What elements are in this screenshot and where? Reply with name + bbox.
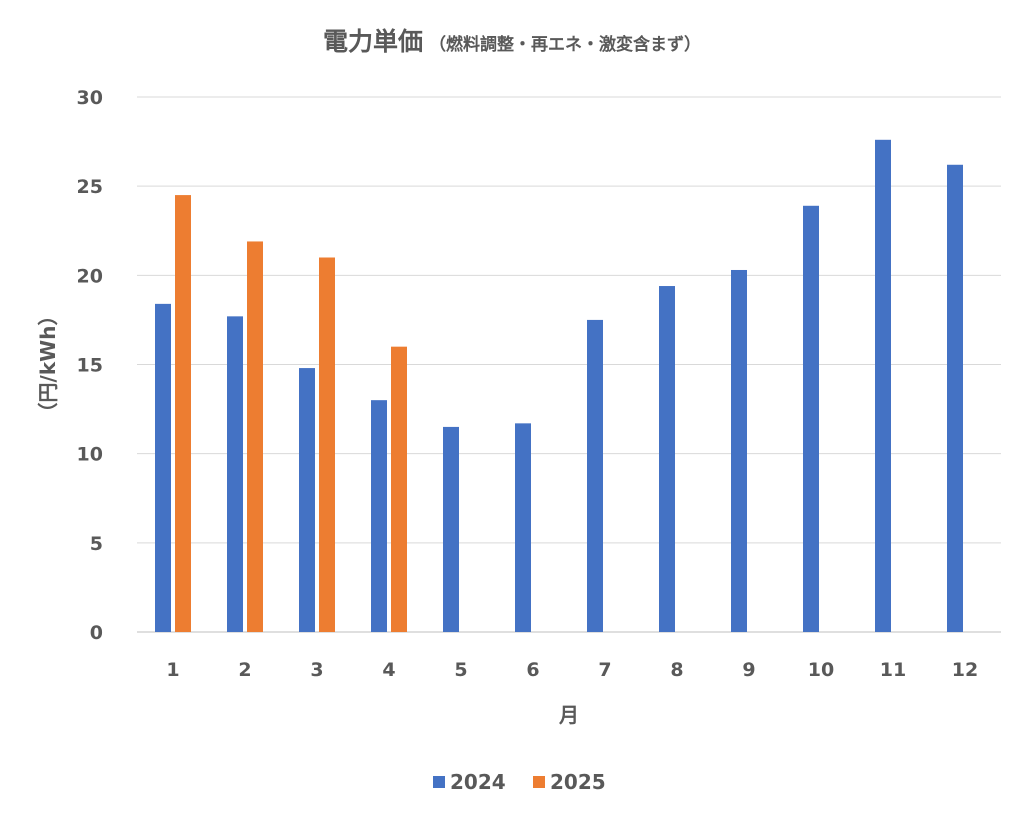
bars	[155, 139, 963, 633]
x-tick-label: 5	[454, 659, 467, 681]
y-tick-label: 15	[77, 355, 103, 377]
x-axis-label: 月	[558, 703, 579, 727]
y-tick-label: 10	[77, 444, 103, 466]
legend-label-2024: 2024	[450, 770, 506, 794]
y-tick-label: 25	[77, 176, 103, 198]
bar-2024-2	[227, 316, 243, 632]
bar-2024-12	[947, 164, 963, 632]
y-tick-label: 5	[90, 533, 103, 555]
y-tick-label: 30	[77, 87, 103, 109]
legend-swatch-2024	[433, 776, 445, 788]
y-axis-ticks: 0 5 10 15 20 25 30	[77, 87, 103, 644]
bar-2025-4	[391, 346, 407, 632]
legend-swatch-2025	[533, 776, 545, 788]
bar-2024-9	[731, 269, 747, 632]
x-tick-label: 6	[526, 659, 539, 681]
gridlines	[137, 96, 1001, 633]
bar-2024-11	[875, 139, 891, 633]
bar-2024-4	[371, 400, 387, 632]
y-axis-label: （円/kWh）	[36, 306, 60, 423]
x-axis-ticks: 1 2 3 4 5 6 7 8 9 10 11 12	[166, 659, 978, 681]
x-tick-label: 11	[880, 659, 906, 681]
bar-2024-3	[299, 368, 315, 632]
x-tick-label: 10	[808, 659, 834, 681]
bar-2024-6	[515, 423, 531, 632]
bar-2024-10	[803, 205, 819, 633]
legend: 2024 2025	[433, 770, 606, 794]
x-tick-label: 1	[166, 659, 179, 681]
bar-2025-2	[247, 241, 263, 632]
legend-label-2025: 2025	[550, 770, 606, 794]
bar-2024-1	[155, 303, 171, 632]
chart-title: 電力単価 （燃料調整・再エネ・激変含まず）	[0, 22, 1024, 58]
x-tick-label: 3	[310, 659, 323, 681]
bar-2025-3	[319, 257, 335, 632]
y-tick-label: 0	[90, 622, 103, 644]
bar-2024-8	[659, 286, 675, 632]
chart-subtitle: （燃料調整・再エネ・激変含まず）	[429, 35, 701, 55]
bar-2024-7	[587, 319, 603, 632]
x-tick-label: 9	[742, 659, 755, 681]
x-tick-label: 8	[670, 659, 683, 681]
x-tick-label: 4	[382, 659, 395, 681]
chart-title-main: 電力単価	[322, 27, 423, 56]
x-tick-label: 2	[238, 659, 251, 681]
x-tick-label: 12	[952, 659, 978, 681]
bar-2025-1	[175, 195, 191, 633]
bar-2024-5	[443, 426, 459, 632]
x-tick-label: 7	[598, 659, 611, 681]
y-tick-label: 20	[77, 265, 103, 287]
